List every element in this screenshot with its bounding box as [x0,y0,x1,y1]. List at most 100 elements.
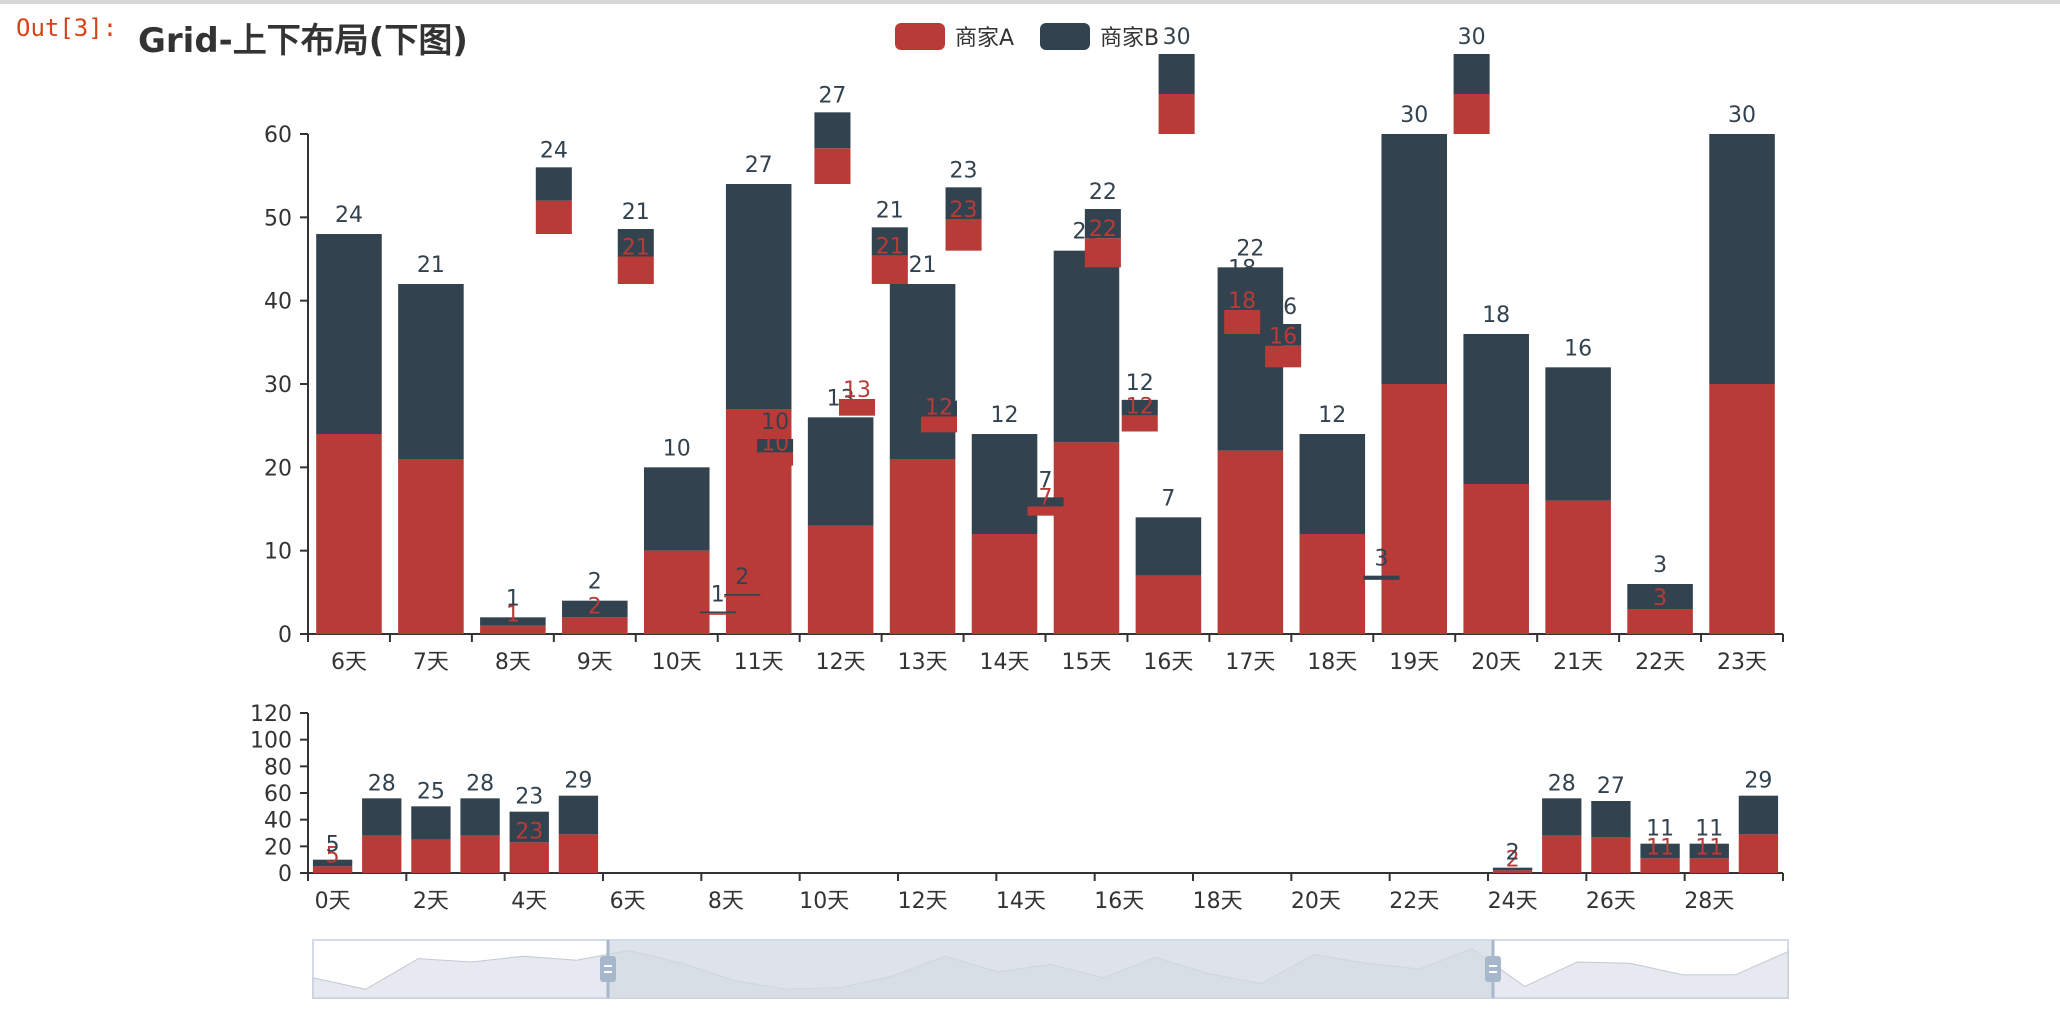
bar-a[interactable] [480,625,546,634]
bar-a[interactable] [411,839,451,873]
bar-b[interactable] [558,795,599,835]
overlap-label-b: 12 [925,372,953,397]
bar-b[interactable] [1627,584,1693,609]
bottom-x-tick-label: 20天 [1291,889,1341,914]
bar-b[interactable] [1053,250,1120,443]
bar-b[interactable] [398,284,464,459]
bar-b[interactable] [1709,134,1775,384]
overlap-bar-b [1363,575,1400,580]
overlap-label-b: 16 [1269,295,1297,320]
bar-a[interactable] [1053,442,1120,634]
bar-a[interactable] [509,842,549,873]
bottom-y-tick-label: 100 [250,729,292,754]
data-label-b: 3 [1653,553,1667,578]
bar-a[interactable] [316,434,382,634]
top-x-tick-label: 14天 [980,650,1030,675]
data-label-b: 30 [1400,103,1428,128]
data-label-a: 2 [588,594,602,619]
overlap-label-b: 30 [1163,25,1191,50]
overlap-bar-a [814,148,851,184]
data-label-b: 21 [417,253,445,278]
datazoom-slider[interactable] [312,939,1789,999]
datazoom-selected-range[interactable] [608,940,1493,998]
top-y-tick-label: 50 [264,206,292,231]
bar-b[interactable] [480,617,546,626]
bar-a[interactable] [1381,384,1448,634]
bar-a[interactable] [1542,835,1582,873]
bar-a[interactable] [398,459,464,634]
datazoom-handle-right[interactable] [1485,956,1501,982]
bar-b[interactable] [1542,798,1582,836]
bar-b[interactable] [1738,795,1779,835]
data-label-b: 30 [1728,103,1756,128]
bar-a[interactable] [1709,384,1775,634]
bar-b[interactable] [312,859,353,867]
bar-b[interactable] [562,600,628,618]
bar-a[interactable] [1217,450,1284,634]
data-label-b: 7 [1161,486,1175,511]
data-label-a: 3 [1653,586,1667,611]
bar-a[interactable] [562,617,628,634]
bar-a[interactable] [1738,834,1779,873]
bar-a[interactable] [1640,858,1680,873]
overlap-bar-b [1224,285,1261,310]
overlap-label-a: 23 [950,198,978,223]
bar-a[interactable] [1545,500,1611,634]
overlap-bar-b [814,112,851,149]
overlap-bar-a [1224,309,1261,334]
bar-b[interactable] [1591,801,1631,837]
bar-a[interactable] [1299,534,1366,634]
bar-a[interactable] [971,534,1038,634]
bar-a[interactable] [312,866,353,873]
bar-b[interactable] [1492,867,1533,871]
overlap-label-b: 21 [876,198,904,223]
top-chart: 0 10 20 30 40 50 60 6天 7天 8天 9天 10天 11天 12天 13天 14天 15天 1… [264,25,1784,675]
bar-b[interactable] [509,811,549,843]
bar-a[interactable] [1591,837,1631,873]
bar-b[interactable] [807,417,874,526]
bar-a[interactable] [889,459,956,634]
bar-b[interactable] [411,806,451,840]
legend-swatch-a[interactable] [895,23,945,50]
bar-b[interactable] [1640,843,1680,859]
overlap-label-b: 23 [950,158,978,183]
bar-b[interactable] [971,434,1038,534]
bar-a[interactable] [460,835,500,873]
bar-b[interactable] [460,798,500,836]
bar-a[interactable] [643,550,710,634]
bar-b[interactable] [1545,367,1611,501]
bar-a[interactable] [1689,858,1729,873]
bar-b[interactable] [643,467,710,551]
data-label-b: 10 [663,436,691,461]
bar-a[interactable] [558,834,599,873]
overlap-label-b: 27 [818,83,846,108]
data-label-a: 11 [1646,835,1674,860]
legend-swatch-b[interactable] [1040,23,1090,50]
overlap-bar-a [1158,94,1195,134]
bar-b[interactable] [1381,134,1448,384]
bar-a[interactable] [1463,484,1529,634]
overlap-bar-b [757,439,794,453]
datazoom-handle-left[interactable] [600,956,616,982]
data-label-b: 18 [1482,303,1510,328]
data-label-b: 29 [564,769,592,794]
bar-b[interactable] [1135,517,1202,576]
data-label-b: 28 [1548,771,1576,796]
bar-a[interactable] [1492,870,1533,873]
bar-b[interactable] [362,798,402,836]
top-x-tick-label: 23天 [1717,650,1767,675]
bar-b[interactable] [1689,843,1729,859]
top-x-tick-label: 13天 [898,650,948,675]
bar-b[interactable] [725,184,792,409]
bar-b[interactable] [1463,334,1529,484]
bar-a[interactable] [1135,575,1202,634]
bar-b[interactable] [1299,434,1366,534]
bar-a[interactable] [362,835,402,873]
legend[interactable]: 商家A 商家B [895,23,1159,51]
bar-b[interactable] [316,234,382,434]
top-x-tick-label: 6天 [331,650,367,675]
data-label-b: 25 [417,779,445,804]
bar-a[interactable] [807,525,874,634]
bar-a[interactable] [1627,609,1693,634]
